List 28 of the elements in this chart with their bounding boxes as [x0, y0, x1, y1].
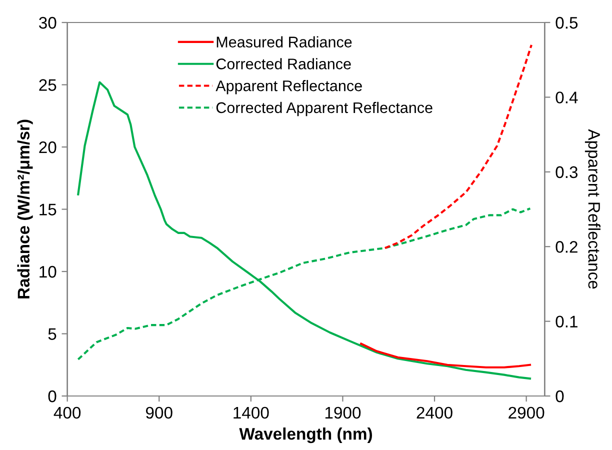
x-tick-label: 2900 — [508, 406, 544, 419]
y-tick-label: 30 — [39, 16, 56, 29]
legend-label: Corrected Apparent Reflectance — [216, 102, 432, 116]
x-tick-label: 2400 — [416, 406, 452, 419]
y-tick-label: 10 — [40, 266, 56, 278]
x-tick-label: 1900 — [325, 406, 361, 419]
legend-label: Apparent Reflectance — [216, 80, 362, 94]
x-tick-label: 900 — [146, 406, 172, 419]
x-tick-label: 1400 — [234, 406, 269, 419]
y-tick-label: 15 — [40, 204, 56, 216]
y-tick-label: 5 — [48, 328, 56, 340]
y2-tick-label: 0.5 — [556, 16, 578, 29]
y-tick-label: 20 — [39, 141, 56, 154]
y-axis-title: Radiance (W/m²/μm/sr) — [17, 120, 33, 298]
line-series — [77, 81, 532, 380]
y-tick-label: 0 — [48, 390, 56, 402]
line-series — [360, 342, 532, 368]
y-tick-label: 25 — [39, 79, 56, 91]
y2-tick-label: 0.1 — [556, 316, 578, 328]
legend-label: Measured Radiance — [216, 36, 352, 48]
x-axis-title: Wavelength (nm) — [239, 428, 372, 444]
y2-tick-label: 0.4 — [556, 92, 578, 104]
y2-axis-title: Apparent Reflectance — [584, 129, 600, 289]
y2-tick-label: 0.2 — [556, 241, 578, 253]
y2-tick-label: 0 — [556, 390, 564, 402]
y2-tick-label: 0.3 — [556, 166, 578, 178]
legend-label: Corrected Radiance — [216, 58, 351, 70]
x-tick-label: 400 — [54, 406, 81, 419]
